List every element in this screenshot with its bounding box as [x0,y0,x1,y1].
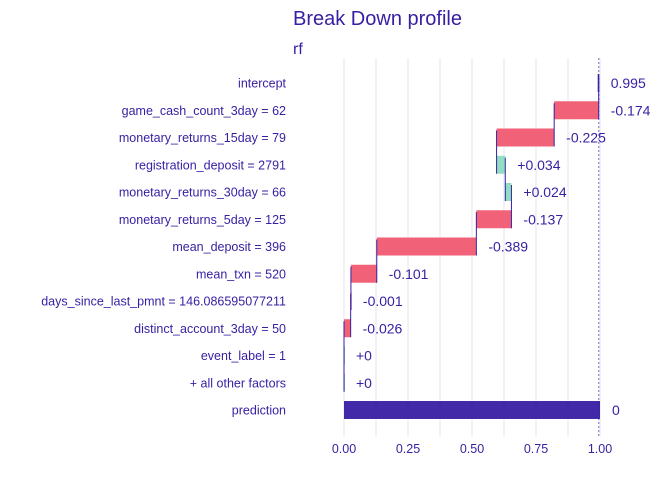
x-tick-label: 0.25 [396,442,420,456]
value-label: 0.995 [611,75,646,91]
value-label: +0 [356,375,372,391]
value-label: +0.024 [523,184,566,200]
row-labels: intercept game_cash_count_3day = 62 moneta… [41,77,286,418]
value-label: -0.225 [566,130,606,146]
x-axis: 0.00 0.25 0.50 0.75 1.00 [332,442,612,456]
row-label: mean_deposit = 396 [172,240,286,254]
bar-negative [350,264,377,283]
chart-subtitle: rf [293,41,303,58]
chart-title: Break Down profile [293,8,462,30]
value-label: +0 [356,348,372,364]
value-label: -0.101 [389,266,429,282]
row-label: monetary_returns_5day = 125 [119,213,286,227]
bars-layer: 0.995 -0.174 -0.225 +0.034 +0.024 -0.137 -0.38… [343,74,651,419]
bar-negative [376,237,477,256]
bar-negative [554,101,599,120]
x-tick-label: 0.75 [524,442,548,456]
bar-negative [476,210,512,229]
x-tick-label: 0.00 [332,442,356,456]
row-label: monetary_returns_15day = 79 [119,131,286,145]
row-label: prediction [232,404,286,418]
x-tick-label: 1.00 [588,442,612,456]
row-label: intercept [238,77,286,91]
x-tick-label: 0.50 [460,442,484,456]
row-label: event_label = 1 [201,349,286,363]
value-label: -0.389 [488,239,528,255]
row-label: distinct_account_3day = 50 [134,322,286,336]
bar-positive [496,155,506,174]
row-label: registration_deposit = 2791 [135,158,286,172]
value-label: -0.001 [363,293,403,309]
value-label: 0 [612,402,620,418]
bar-positive [505,183,512,201]
row-label: + all other factors [190,376,286,390]
value-label: -0.026 [363,320,403,336]
row-label: days_since_last_pmnt = 146.086595077211 [41,295,286,309]
row-label: game_cash_count_3day = 62 [122,104,286,118]
bar-negative [344,319,351,338]
bar-negative [496,128,555,147]
value-label: -0.137 [523,211,563,227]
bar-prediction [344,401,600,419]
value-label: -0.174 [611,102,651,118]
row-label: mean_txn = 520 [196,267,286,281]
value-label: +0.034 [517,157,560,173]
row-label: monetary_returns_30day = 66 [119,186,286,200]
